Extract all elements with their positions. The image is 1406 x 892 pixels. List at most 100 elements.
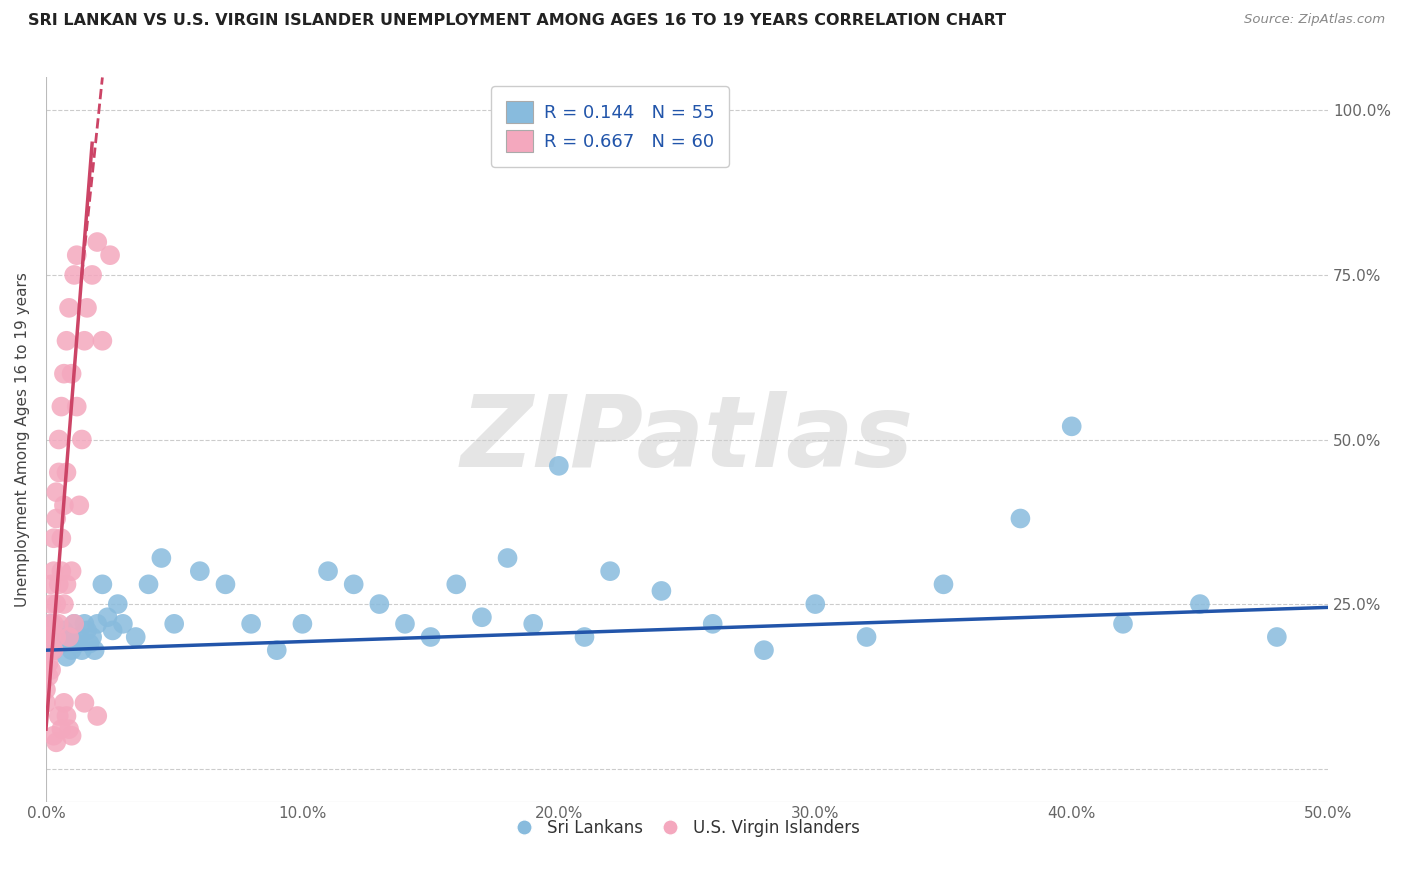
Point [35, 663, 58, 677]
Point [86, 616, 108, 631]
Point [35, 630, 58, 644]
Point [138, 577, 160, 591]
Point [1010, 511, 1032, 525]
Point [45, 735, 67, 749]
Point [82, 268, 104, 282]
Point [73, 334, 96, 348]
Point [55, 709, 77, 723]
Point [522, 616, 544, 631]
Point [446, 577, 468, 591]
Point [58, 722, 80, 736]
Point [39, 616, 62, 631]
Point [67, 499, 90, 513]
Point [51, 400, 73, 414]
Point [1060, 419, 1083, 434]
Point [419, 630, 441, 644]
Point [932, 577, 955, 591]
Point [48, 630, 70, 644]
Point [67, 630, 90, 644]
Point [45, 597, 67, 611]
Point [45, 485, 67, 500]
Point [107, 597, 129, 611]
Point [38, 643, 60, 657]
Point [70, 433, 93, 447]
Point [42, 643, 65, 657]
Point [60, 564, 83, 578]
Point [48, 577, 70, 591]
Point [125, 630, 148, 644]
Point [38, 669, 60, 683]
Point [39, 577, 62, 591]
Point [58, 630, 80, 644]
Point [163, 616, 186, 631]
Point [39, 597, 62, 611]
Point [52, 499, 75, 513]
Point [55, 466, 77, 480]
Point [51, 637, 73, 651]
Point [38, 616, 60, 631]
Point [240, 616, 263, 631]
Point [70, 643, 93, 657]
Point [855, 630, 877, 644]
Point [804, 597, 827, 611]
Point [42, 616, 65, 631]
Text: ZIPatlas: ZIPatlas [461, 391, 914, 488]
Point [98, 248, 121, 262]
Point [48, 616, 70, 631]
Point [55, 577, 77, 591]
Point [343, 577, 366, 591]
Point [702, 616, 724, 631]
Point [471, 610, 494, 624]
Point [86, 235, 108, 249]
Point [39, 663, 62, 677]
Point [1112, 616, 1135, 631]
Point [51, 564, 73, 578]
Point [214, 577, 236, 591]
Point [188, 564, 211, 578]
Point [35, 643, 58, 657]
Point [76, 624, 98, 638]
Point [66, 400, 89, 414]
Point [52, 367, 75, 381]
Point [63, 268, 86, 282]
Point [48, 466, 70, 480]
Point [55, 334, 77, 348]
Point [42, 531, 65, 545]
Point [51, 531, 73, 545]
Text: Source: ZipAtlas.com: Source: ZipAtlas.com [1244, 13, 1385, 27]
Point [58, 301, 80, 315]
Point [48, 433, 70, 447]
Point [39, 643, 62, 657]
Point [79, 637, 101, 651]
Point [42, 564, 65, 578]
Point [48, 709, 70, 723]
Point [650, 583, 672, 598]
Point [1265, 630, 1288, 644]
Point [316, 564, 339, 578]
Point [101, 624, 124, 638]
Point [66, 637, 89, 651]
Point [368, 597, 391, 611]
Point [35, 696, 58, 710]
Point [51, 722, 73, 736]
Point [91, 577, 114, 591]
Point [547, 458, 569, 473]
Point [45, 630, 67, 644]
Point [52, 597, 75, 611]
Point [60, 643, 83, 657]
Point [38, 657, 60, 671]
Point [52, 624, 75, 638]
Point [86, 709, 108, 723]
Text: SRI LANKAN VS U.S. VIRGIN ISLANDER UNEMPLOYMENT AMONG AGES 16 TO 19 YEARS CORREL: SRI LANKAN VS U.S. VIRGIN ISLANDER UNEMP… [28, 13, 1007, 29]
Point [63, 616, 86, 631]
Point [82, 630, 104, 644]
Point [73, 696, 96, 710]
Point [111, 616, 134, 631]
Point [574, 630, 596, 644]
Point [73, 616, 96, 631]
Point [83, 643, 105, 657]
Point [42, 729, 65, 743]
Point [60, 729, 83, 743]
Point [599, 564, 621, 578]
Point [752, 643, 775, 657]
